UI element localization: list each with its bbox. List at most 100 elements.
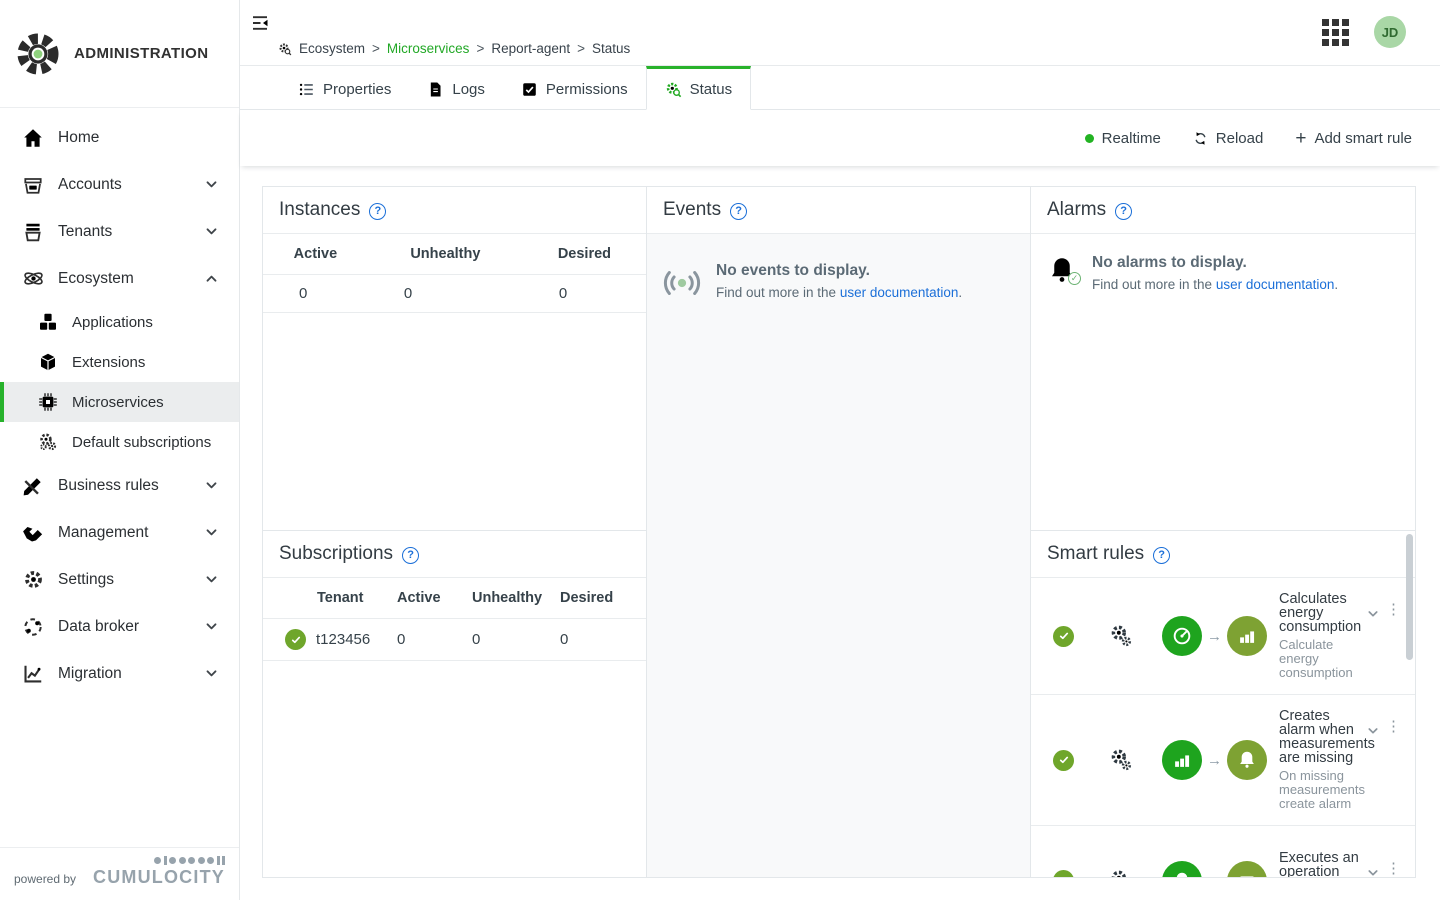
breadcrumb-report-agent[interactable]: Report-agent [491,41,571,56]
sidebar-item-accounts[interactable]: Accounts [0,161,239,208]
sidebar-item-ecosystem[interactable]: Ecosystem [0,255,239,302]
tenants-icon [21,220,45,244]
breadcrumb-ecosystem[interactable]: Ecosystem [299,41,366,56]
chevron-down-icon[interactable] [1367,608,1379,620]
column-middle: Events ? No events to display. Find out … [647,187,1031,877]
kebab-menu-icon[interactable]: ⋮ [1386,601,1401,618]
collapse-sidebar-icon[interactable] [250,13,270,33]
cumulocity-logo-dots [154,856,225,865]
chevron-down-icon[interactable] [1367,725,1379,737]
chevron-down-icon [205,225,218,238]
sidebar-item-business-rules[interactable]: Business rules [0,462,239,509]
rule-subtitle: Calculate energy consumption [1279,637,1353,680]
sidebar-item-settings[interactable]: Settings [0,556,239,603]
app-title: ADMINISTRATION [74,45,209,62]
chevron-down-icon[interactable] [1367,867,1379,878]
content-area: Instances ? Active Unhealthy Desired [240,166,1440,900]
smart-rules-header: Smart rules ? [1031,531,1415,578]
rule-title: Executes an operation when alarm is [1279,849,1359,877]
ecosystem-atom-icon [21,267,45,291]
tab-permissions[interactable]: Permissions [503,66,646,109]
sidebar-item-management[interactable]: Management [0,509,239,556]
help-icon[interactable]: ? [369,202,387,220]
chevron-down-icon [205,573,218,586]
breadcrumb-microservices-link[interactable]: Microservices [386,41,470,56]
events-empty-state: No events to display. Find out more in t… [647,234,1030,877]
plus-icon: + [1295,127,1307,149]
chevron-down-icon [205,178,218,191]
alarms-empty-state: ✓ No alarms to display. Find out more in… [1031,234,1415,530]
smart-rule-row[interactable]: → Executes an operation when alarm is ⋮ [1031,826,1415,877]
empty-title: No events to display. [716,262,870,279]
sidebar-item-microservices[interactable]: Microservices [0,382,239,422]
chevron-up-icon [205,272,218,285]
kebab-menu-icon[interactable]: ⋮ [1386,859,1401,877]
sidebar-item-default-subscriptions[interactable]: Default subscriptions [0,422,239,462]
subscriptions-header: Subscriptions ? [263,531,646,578]
sidebar-item-applications[interactable]: Applications [0,302,239,342]
help-icon[interactable]: ? [1115,202,1133,220]
business-rules-icon [21,474,45,498]
help-icon[interactable]: ? [402,546,420,564]
migration-chart-icon [21,662,45,686]
rule-subtitle: On missing measurements create alarm [1279,768,1365,811]
rule-flow: → [1162,860,1267,877]
alarms-card: Alarms ? ✓ No alarms to display. [1031,187,1415,531]
sidebar-item-home[interactable]: Home [0,114,239,161]
alarms-header: Alarms ? [1031,187,1415,234]
sidebar-item-data-broker[interactable]: Data broker [0,603,239,650]
empty-subtext: Find out more in the user documentation. [1092,277,1339,292]
reload-button[interactable]: Reload [1193,130,1263,147]
rule-enabled-check-icon[interactable] [1053,870,1074,877]
realtime-toggle[interactable]: Realtime [1084,130,1161,147]
rule-text: Executes an operation when alarm is ⋮ [1279,849,1407,878]
microservices-chip-icon [37,391,59,413]
scrollbar-thumb[interactable] [1406,534,1413,660]
bar-chart-icon [1227,616,1267,656]
rule-enabled-check-icon[interactable] [1053,749,1074,771]
smart-rules-card: Smart rules ? → [1031,531,1415,877]
rule-gears-icon [1108,868,1134,878]
tenant-id: t123456 [316,631,371,648]
arrow-right-icon: → [1207,872,1222,877]
status-cards-grid: Instances ? Active Unhealthy Desired [262,186,1416,878]
action-bar: Realtime Reload + Add smart rule [240,110,1440,166]
arrow-right-icon: → [1207,627,1222,645]
sidebar-item-tenants[interactable]: Tenants [0,208,239,255]
subscriptions-table: Tenant Active Unhealthy Desired [263,578,646,661]
rule-flow: → [1162,740,1267,780]
empty-title: No alarms to display. [1092,254,1247,271]
help-icon[interactable]: ? [730,202,748,220]
breadcrumb-status: Status [592,41,631,56]
tab-properties[interactable]: Properties [280,66,409,109]
rule-enabled-check-icon[interactable] [1053,625,1074,647]
app-switcher-icon[interactable] [1322,18,1349,46]
user-documentation-link[interactable]: user documentation [1215,277,1335,292]
extensions-package-icon [37,351,59,373]
sidebar: ADMINISTRATION Home Accounts Tenants Eco… [0,0,240,900]
avatar[interactable]: JD [1374,16,1406,48]
app-brand: ADMINISTRATION [0,0,239,108]
data-broker-icon [21,615,45,639]
smart-rules-list: → Calculates energy consumption Calculat… [1031,578,1415,877]
add-smart-rule-button[interactable]: + Add smart rule [1295,127,1412,149]
smart-rule-row[interactable]: → Creates alarm when measurements are mi… [1031,695,1415,826]
chevron-down-icon [205,526,218,539]
main-area: Ecosystem > Microservices > Report-agent… [240,0,1440,900]
kebab-menu-icon[interactable]: ⋮ [1386,718,1401,735]
tab-status[interactable]: Status [645,66,752,110]
default-subscriptions-gears-icon [37,431,59,453]
help-icon[interactable]: ? [1153,546,1171,564]
chevron-down-icon [205,667,218,680]
sidebar-item-extensions[interactable]: Extensions [0,342,239,382]
top-bar: Ecosystem > Microservices > Report-agent… [240,0,1440,66]
topbar-right-cluster: JD [1322,16,1406,48]
rule-title: Creates alarm when measurements are miss… [1279,708,1375,766]
administration-gear-logo [17,32,59,75]
user-documentation-link[interactable]: user documentation [839,285,959,300]
smart-rule-row[interactable]: → Calculates energy consumption Calculat… [1031,578,1415,695]
rule-gears-icon [1108,623,1134,649]
accounts-icon [21,173,45,197]
tab-logs[interactable]: Logs [409,66,503,109]
sidebar-item-migration[interactable]: Migration [0,650,239,697]
